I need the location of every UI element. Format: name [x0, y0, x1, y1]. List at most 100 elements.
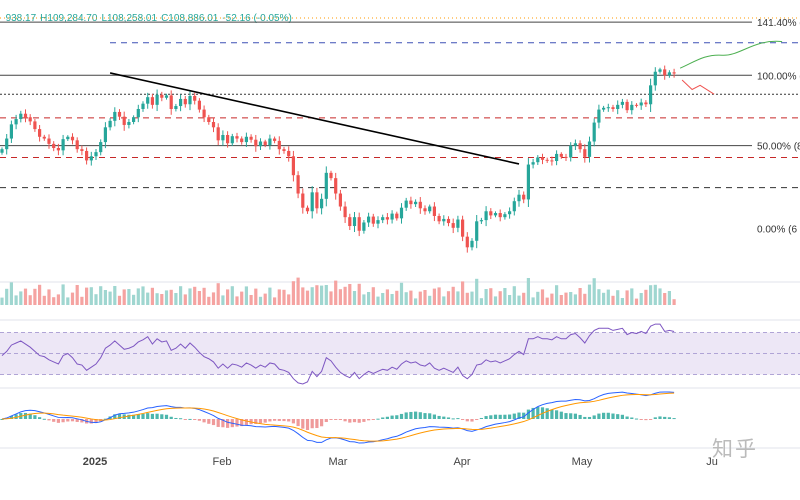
volume-bar: [23, 288, 28, 305]
macd-histogram-bar: [268, 419, 272, 422]
volume-bar: [193, 286, 197, 305]
candle-body: [202, 109, 206, 118]
volume-bar: [658, 288, 662, 305]
candle-body: [61, 139, 65, 151]
candle-body: [625, 101, 629, 111]
macd-histogram-bar: [94, 419, 98, 423]
volume-bar: [33, 288, 37, 305]
candle-body: [442, 218, 446, 222]
macd-histogram-bar: [343, 419, 347, 422]
volume-bar: [263, 293, 267, 305]
volume-bar: [268, 287, 272, 305]
macd-histogram-bar: [451, 418, 455, 420]
macd-histogram-bar: [80, 419, 84, 423]
volume-bar: [296, 277, 300, 305]
volume-bar: [188, 288, 192, 305]
volume-bar: [503, 288, 507, 305]
volume-bar: [42, 295, 46, 305]
volume-bar: [94, 294, 98, 305]
candle-body: [66, 136, 70, 140]
volume-bar: [634, 298, 639, 305]
macd-histogram-bar: [371, 419, 375, 420]
macd-histogram-bar: [545, 408, 549, 419]
candle-body: [146, 97, 150, 104]
macd-histogram-bar: [197, 419, 201, 421]
candle-body: [414, 201, 418, 205]
candle-body: [230, 136, 234, 144]
volume-bar: [320, 285, 324, 305]
candle-body: [456, 219, 460, 228]
macd-histogram-bar: [66, 419, 70, 422]
candle-body: [587, 141, 592, 157]
candle-body: [484, 211, 488, 221]
macd-histogram-bar: [117, 413, 122, 419]
macd-histogram-bar: [362, 419, 366, 422]
candle-body: [461, 219, 465, 237]
macd-histogram-bar: [136, 414, 140, 419]
volume-bar: [343, 286, 347, 305]
volume-bar: [70, 292, 75, 305]
candle-body: [545, 159, 549, 161]
projection-up-path: [679, 40, 783, 69]
candle-body: [291, 156, 295, 176]
candle-body: [540, 157, 545, 160]
volume-bar: [512, 286, 516, 305]
candle-body: [19, 113, 23, 120]
macd-histogram-bar: [42, 418, 46, 420]
volume-bar: [169, 289, 173, 305]
macd-histogram-bar: [202, 419, 206, 423]
candle-body: [616, 104, 620, 109]
fib-level-label: 100.00% (: [757, 71, 800, 82]
volume-bar: [56, 294, 60, 305]
volume-bar: [653, 284, 657, 305]
volume-bar: [301, 287, 305, 305]
candle-body: [216, 127, 220, 141]
candle-body: [390, 213, 394, 220]
macd-histogram-bar: [489, 415, 493, 419]
volume-bar: [381, 293, 385, 305]
macd-histogram-bar: [630, 417, 634, 419]
candle-body: [273, 138, 277, 141]
volume-bar: [357, 283, 361, 305]
macd-histogram-bar: [531, 407, 535, 419]
volume-bar: [446, 291, 451, 305]
candle-body: [573, 143, 577, 146]
volume-bar: [174, 293, 178, 305]
candle-body: [320, 198, 324, 209]
candle-body: [268, 138, 272, 146]
candle-body: [352, 217, 357, 227]
candle-body: [0, 149, 4, 153]
macd-histogram-bar: [550, 409, 554, 419]
volume-bar: [592, 278, 596, 305]
macd-histogram-bar: [226, 419, 230, 428]
volume-bar: [545, 297, 549, 305]
candle-body: [362, 222, 366, 231]
volume-bar: [526, 278, 530, 305]
candle-body: [103, 127, 107, 143]
candle-body: [597, 109, 601, 123]
volume-bar: [639, 293, 643, 305]
candle-body: [127, 121, 131, 125]
x-axis-label: Ju: [706, 456, 718, 468]
candle-body: [432, 206, 436, 216]
macd-histogram-bar: [0, 419, 4, 420]
candle-body: [193, 95, 197, 101]
candle-body: [94, 152, 98, 157]
volume-bar: [569, 292, 573, 305]
volume-bar: [240, 291, 244, 305]
macd-histogram-bar: [602, 412, 606, 419]
macd-histogram-bar: [301, 419, 305, 429]
macd-histogram-bar: [653, 417, 657, 419]
macd-histogram-bar: [221, 419, 225, 428]
volume-bar: [155, 293, 159, 305]
candle-body: [85, 150, 89, 161]
volume-bar: [103, 290, 107, 305]
volume-bar: [305, 290, 310, 305]
trendline: [109, 72, 520, 165]
macd-histogram-bar: [324, 419, 328, 423]
candle-body: [569, 145, 573, 158]
candle-body: [155, 94, 159, 105]
rsi-line: [1, 323, 675, 385]
volume-bar: [404, 292, 408, 305]
